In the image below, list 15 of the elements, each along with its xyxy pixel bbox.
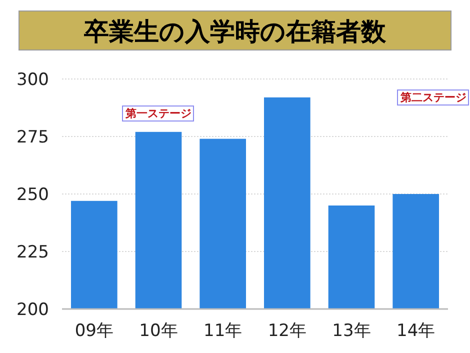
y-tick-label: 225 xyxy=(16,242,49,262)
chart-title: 卒業生の入学時の在籍者数 xyxy=(83,17,387,46)
annotation: 第一ステージ xyxy=(122,106,194,122)
y-tick-label: 200 xyxy=(16,300,49,320)
x-tick-label: 10年 xyxy=(139,321,178,341)
x-tick-label: 13年 xyxy=(332,321,371,341)
annotation: 第二ステージ xyxy=(397,90,469,106)
x-tick-label: 09年 xyxy=(74,321,114,341)
title: 卒業生の入学時の在籍者数 xyxy=(18,10,452,50)
x-tick-label: 12年 xyxy=(268,321,306,341)
y-tick-label: 250 xyxy=(16,185,49,205)
y-tick-label: 300 xyxy=(16,70,49,90)
y-tick-label: 275 xyxy=(16,128,49,148)
x-tick-label: 14年 xyxy=(396,321,436,341)
x-tick-label: 11年 xyxy=(204,321,242,341)
